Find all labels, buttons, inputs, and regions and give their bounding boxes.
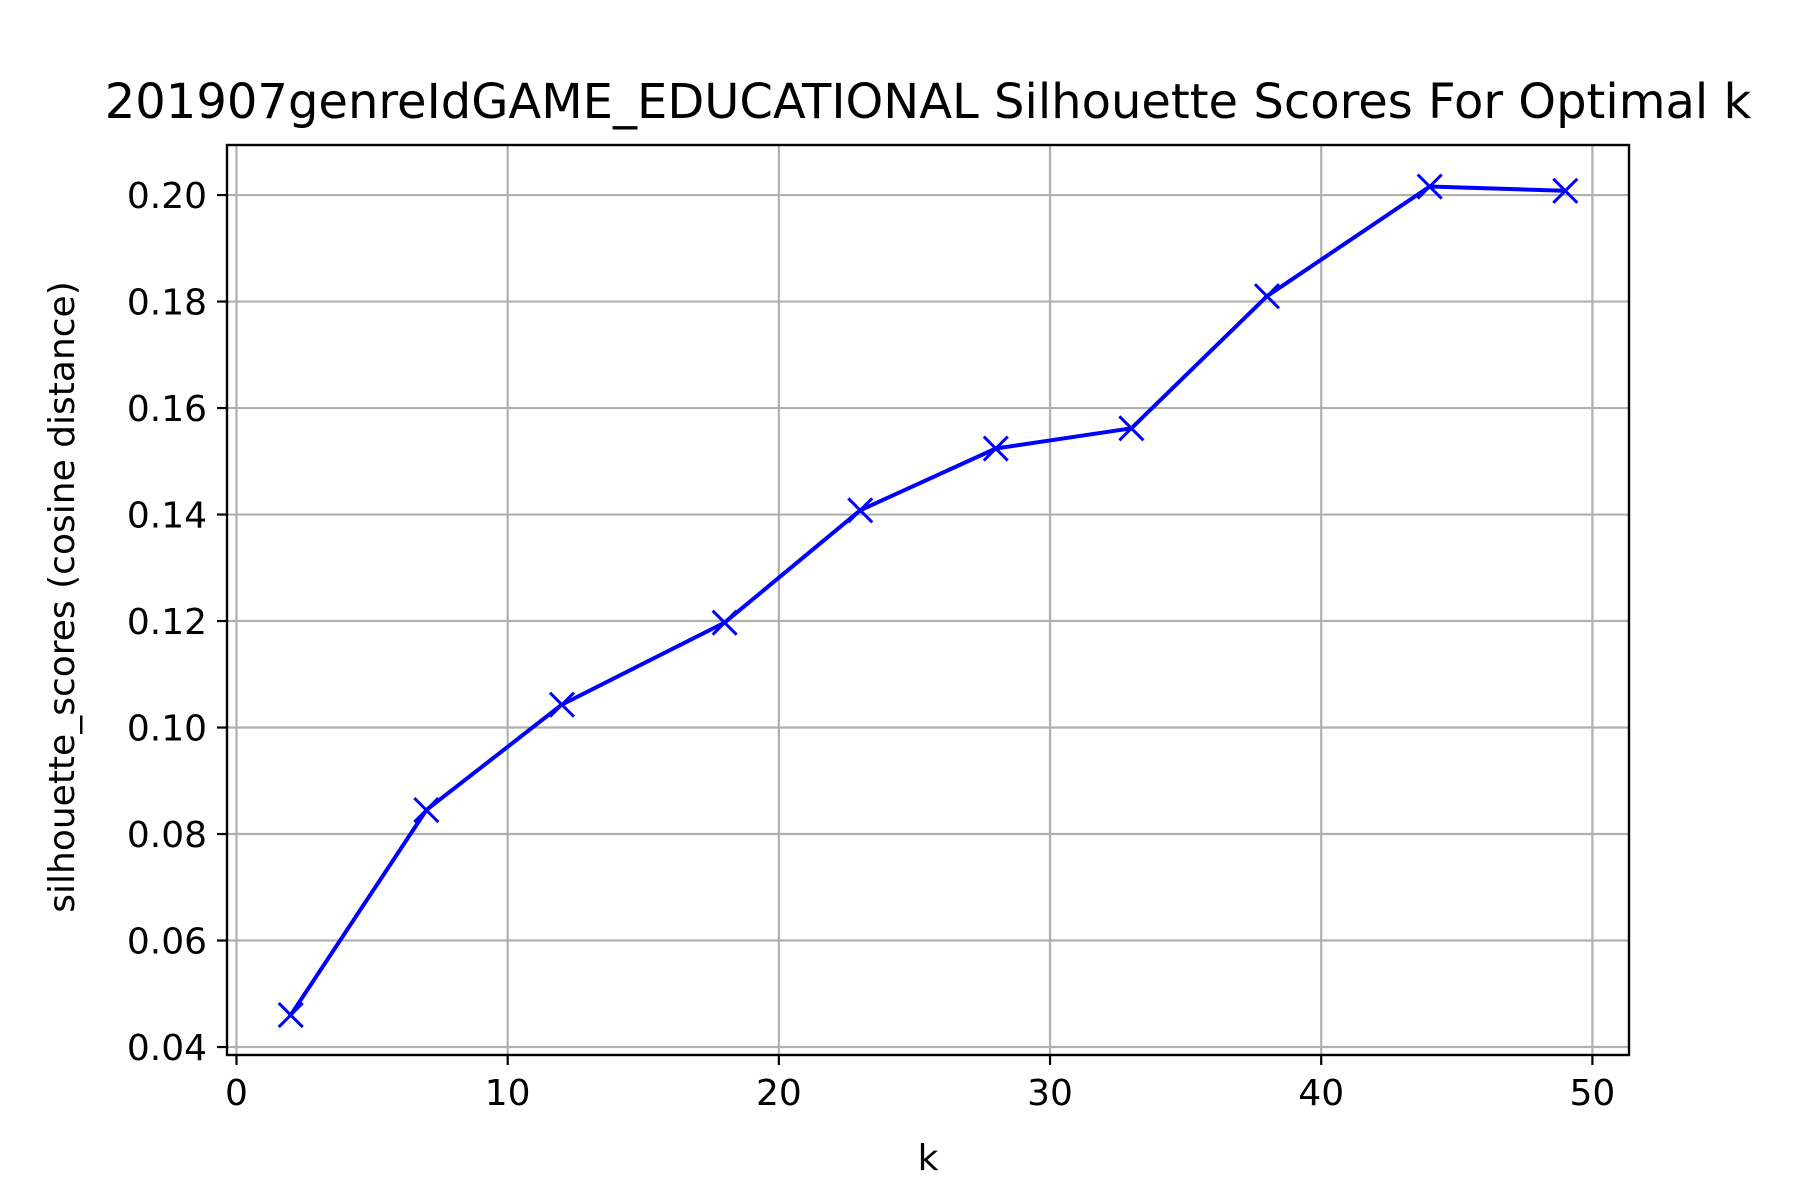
marker-stroke — [413, 797, 440, 824]
marker-stroke — [548, 691, 575, 718]
y-tick-label: 0.04 — [127, 1028, 207, 1069]
marker-stroke — [1416, 173, 1443, 200]
marker-stroke — [277, 1002, 304, 1029]
data-point-marker — [1118, 415, 1145, 442]
y-tick-label: 0.16 — [127, 389, 207, 430]
y-tick-label: 0.14 — [127, 496, 207, 537]
series-line — [287, 184, 1568, 1018]
data-point-marker — [982, 435, 1009, 462]
y-tick-label: 0.12 — [127, 602, 207, 643]
grid-lines — [227, 145, 1629, 1055]
x-tick-label: 50 — [1569, 1073, 1615, 1114]
marker-stroke — [1253, 283, 1281, 310]
x-tick-label: 40 — [1298, 1073, 1344, 1114]
data-point-marker — [1416, 173, 1443, 200]
data-point-marker — [413, 797, 440, 824]
data-point-marker — [548, 691, 575, 718]
data-point-marker — [1253, 283, 1281, 310]
x-axis-label: k — [918, 1138, 939, 1179]
marker-stroke — [1552, 177, 1579, 204]
x-tick-label: 20 — [756, 1073, 802, 1114]
x-tick-label: 10 — [485, 1073, 531, 1114]
y-tick-label: 0.06 — [127, 922, 207, 963]
y-tick-label: 0.10 — [127, 709, 207, 750]
chart-title: 201907genreIdGAME_EDUCATIONAL Silhouette… — [105, 74, 1752, 130]
y-tick-label: 0.20 — [127, 176, 207, 217]
marker-stroke — [982, 435, 1009, 462]
x-tick-label: 30 — [1027, 1073, 1073, 1114]
y-tick-label: 0.18 — [127, 283, 207, 324]
marker-stroke — [711, 609, 738, 636]
series-layer — [277, 173, 1579, 1029]
y-axis-label: silhouette_scores (cosine distance) — [42, 281, 83, 913]
data-point-marker — [711, 609, 738, 636]
data-point-marker — [277, 1002, 304, 1029]
x-tick-label: 0 — [225, 1073, 248, 1114]
marker-stroke — [847, 497, 874, 524]
data-point-marker — [847, 497, 874, 524]
marker-stroke — [1118, 415, 1145, 442]
axis-ticks: 0 10 20 30 40 50 0.04 0.06 0.08 0.10 0.12 0.14 0.16 0… — [127, 176, 1615, 1114]
plot-area-frame — [225, 143, 1631, 1057]
data-point-marker — [1552, 177, 1579, 204]
y-tick-label: 0.08 — [127, 815, 207, 856]
